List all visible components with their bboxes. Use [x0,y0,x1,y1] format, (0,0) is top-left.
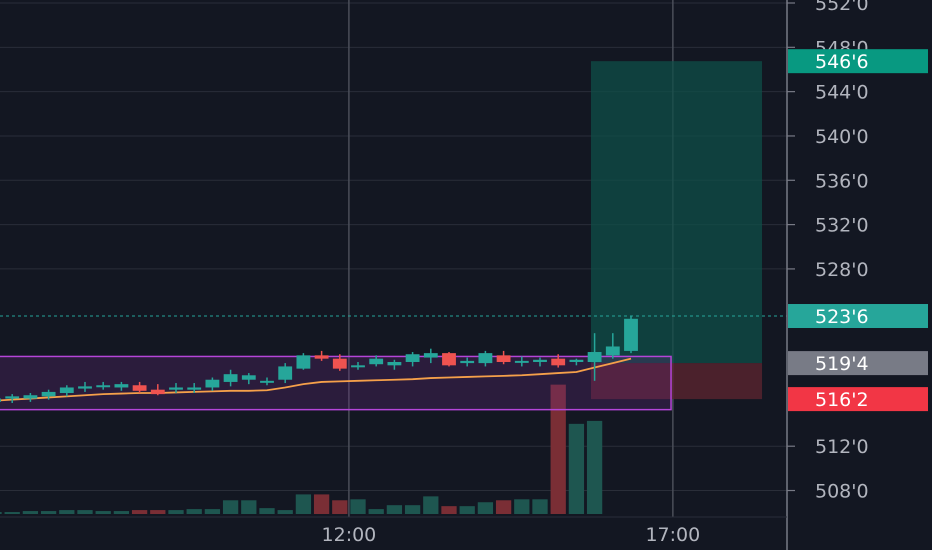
time-tick-label: 17:00 [645,524,700,546]
candle-body[interactable] [59,387,74,394]
volume-bar [186,509,202,514]
stop-zone[interactable] [590,363,763,400]
volume-bar [204,509,221,514]
volume-bar [550,384,566,514]
volume-bar [586,420,603,514]
price-tick-label: 536'0 [815,170,869,192]
volume-bar [277,510,293,514]
candle-body[interactable] [0,398,1,402]
volume-bar [368,509,384,514]
volume-bar [295,494,312,514]
candle-body[interactable] [241,375,256,380]
volume-bar [404,505,421,514]
candle-body[interactable] [351,365,365,368]
volume-bar [77,510,93,514]
candle-body[interactable] [260,380,274,383]
volume-bar [441,506,457,514]
price-tag-3[interactable] [788,387,928,412]
price-tag-label: 516'2 [815,389,869,411]
volume-bar [168,510,184,514]
volume-bar [22,511,39,514]
volume-bar [532,499,548,514]
price-tick-label: 512'0 [815,436,869,458]
volume-bar [568,423,585,514]
candle-body[interactable] [205,379,220,388]
candle-body[interactable] [78,386,92,389]
candle-body[interactable] [405,354,420,362]
candle-body[interactable] [423,353,438,358]
candle-body[interactable] [569,359,584,362]
volume-bar [259,508,275,514]
candle-body[interactable] [96,385,111,388]
volume-bar [241,500,257,514]
candle-body[interactable] [169,387,183,390]
volume-bar [386,505,403,514]
candle-body[interactable] [5,396,20,399]
candle-body[interactable] [187,387,202,390]
price-tag-2[interactable] [788,351,928,376]
candle-body[interactable] [496,355,511,362]
candle-body[interactable] [150,389,165,395]
volume-bar [4,512,20,514]
price-tag-1[interactable] [788,304,928,329]
candle-body[interactable] [442,353,456,366]
price-tag-label: 519'4 [815,353,869,375]
candle-body[interactable] [387,361,402,366]
moving-average-line [0,357,632,402]
volume-bar [95,511,111,514]
volume-bar [313,494,330,514]
volume-bar [40,511,57,514]
price-tag-label: 523'6 [815,306,869,328]
price-tick-label: 532'0 [815,215,869,237]
candle-body[interactable] [460,360,475,364]
candle-body[interactable] [23,395,38,399]
candle-body[interactable] [624,318,638,351]
price-tick-label: 552'0 [815,0,869,15]
price-tick-label: 540'0 [815,126,869,148]
time-tick-label: 12:00 [322,524,377,546]
candle-body[interactable] [41,391,56,397]
price-tick-label: 544'0 [815,82,869,104]
candle-body[interactable] [478,353,493,364]
volume-bar [113,511,130,514]
price-tag-0[interactable] [788,49,928,74]
candle-body[interactable] [296,355,311,369]
candle-body[interactable] [369,358,384,365]
price-tick-label: 528'0 [815,259,869,281]
volume-bar [332,500,348,514]
volume-bar [423,496,439,514]
volume-bar [59,510,75,514]
price-tick-label: 508'0 [815,481,869,503]
candle-body[interactable] [223,374,238,382]
candle-body[interactable] [514,360,529,363]
candle-body[interactable] [332,358,347,369]
volume-bar [150,510,166,514]
volume-bar [131,510,148,514]
candle-body[interactable] [278,366,293,380]
candle-body[interactable] [551,358,566,366]
candle-body[interactable] [533,359,547,362]
candle-body[interactable] [132,385,147,391]
volume-bar [514,499,530,514]
volume-bar [495,500,512,514]
target-zone[interactable] [590,61,763,364]
candle-body[interactable] [314,355,329,359]
candle-body[interactable] [605,346,620,356]
price-tag-label: 546'6 [815,51,869,73]
volume-bar [0,512,2,514]
volume-bar [477,502,494,514]
candle-body[interactable] [587,352,602,362]
volume-bar [350,499,366,514]
volume-bar [222,500,239,514]
volume-bar [459,506,475,514]
candle-body[interactable] [114,384,129,388]
